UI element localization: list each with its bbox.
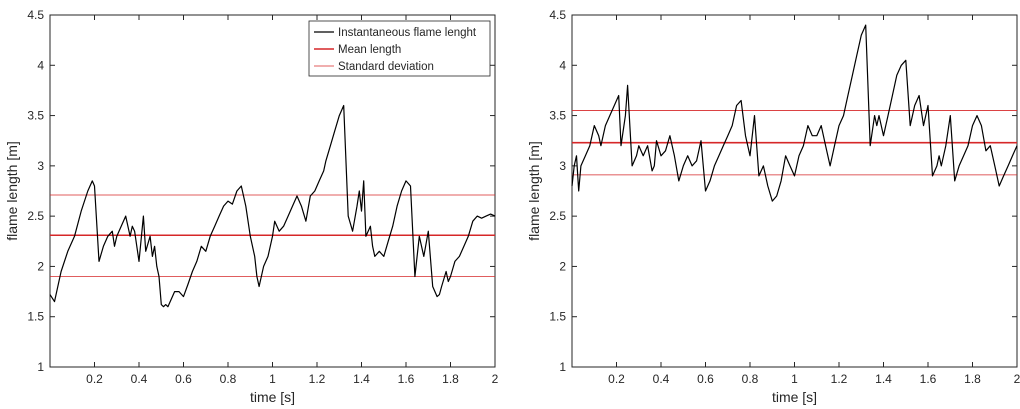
chart-0-x-tick-label: 0.8 <box>220 372 237 386</box>
chart-1-x-tick-label: 1.6 <box>920 372 937 386</box>
chart-1-x-tick-label: 0.2 <box>608 372 625 386</box>
chart-0-legend-box <box>308 20 491 77</box>
chart-0-x-tick-label: 0.4 <box>131 372 148 386</box>
chart-1-x-tick-label: 1 <box>791 372 798 386</box>
chart-right: 1 1.5 2 2.5 3 3.5 4 4.5 0.2 0.4 0.6 0.8 1 1.2 1.4 1.6 1.… <box>526 8 1020 405</box>
chart-1-x-tick-label: 0.6 <box>697 372 714 386</box>
chart-0-series-line <box>49 104 496 308</box>
chart-1-plot-area <box>571 14 1018 368</box>
chart-0-x-tick-label: 0.2 <box>86 372 103 386</box>
chart-0-legend-label: Standard deviation <box>338 61 434 73</box>
chart-1-y-axis-label: flame length [m] <box>526 141 542 241</box>
chart-0-y-tick-label: 3 <box>37 159 44 173</box>
chart-1-x-tick-label: 2 <box>1014 372 1020 386</box>
chart-1-series-line <box>571 24 1018 202</box>
chart-1-y-tick-label: 2.5 <box>549 209 566 223</box>
chart-1-y-tick-label: 3 <box>559 159 566 173</box>
chart-1-y-tick-label: 4 <box>559 58 566 72</box>
chart-0-y-tick-label: 2.5 <box>27 209 44 223</box>
chart-0-y-tick-label: 3.5 <box>27 109 44 123</box>
chart-0-x-tick-label: 0.6 <box>175 372 192 386</box>
chart-0-y-tick-label: 1.5 <box>27 310 44 324</box>
chart-1-x-tick-label: 1.8 <box>964 372 981 386</box>
chart-1-x-tick-label: 1.2 <box>831 372 848 386</box>
chart-1-x-tick-label: 0.4 <box>653 372 670 386</box>
chart-0-legend: Instantaneous flame lenght Mean length Sta… <box>308 20 491 77</box>
chart-0-x-tick-label: 1.4 <box>353 372 370 386</box>
chart-1-y-tick-label: 1 <box>559 360 566 374</box>
chart-0-y-tick-label: 4 <box>37 58 44 72</box>
chart-1-x-tick-label: 1.4 <box>875 372 892 386</box>
chart-0-x-tick-label: 2 <box>492 372 499 386</box>
chart-1-x-tick-label: 0.8 <box>742 372 759 386</box>
chart-1-x-axis-label: time [s] <box>772 389 817 405</box>
chart-1-y-tick-label: 3.5 <box>549 109 566 123</box>
chart-1-y-tick-label: 1.5 <box>549 310 566 324</box>
chart-0-y-tick-label: 2 <box>37 259 44 273</box>
chart-0-x-tick-label: 1.2 <box>309 372 326 386</box>
chart-left: 1 1.5 2 2.5 3 3.5 4 4.5 0.2 0.4 0.6 0.8 1 1.2 1.4 1.6 1.… <box>4 8 499 405</box>
chart-0-x-tick-label: 1.8 <box>442 372 459 386</box>
chart-0-x-axis-label: time [s] <box>250 389 295 405</box>
chart-1-y-tick-label: 4.5 <box>549 8 566 22</box>
chart-0-y-axis-label: flame length [m] <box>4 141 20 241</box>
chart-0-y-tick-label: 1 <box>37 360 44 374</box>
chart-0-y-tick-label: 4.5 <box>27 8 44 22</box>
chart-0-x-tick-label: 1 <box>269 372 276 386</box>
chart-0-legend-label: Instantaneous flame lenght <box>338 27 477 39</box>
chart-1-y-tick-label: 2 <box>559 259 566 273</box>
chart-0-legend-label: Mean length <box>338 44 401 56</box>
chart-0-x-tick-label: 1.6 <box>398 372 415 386</box>
